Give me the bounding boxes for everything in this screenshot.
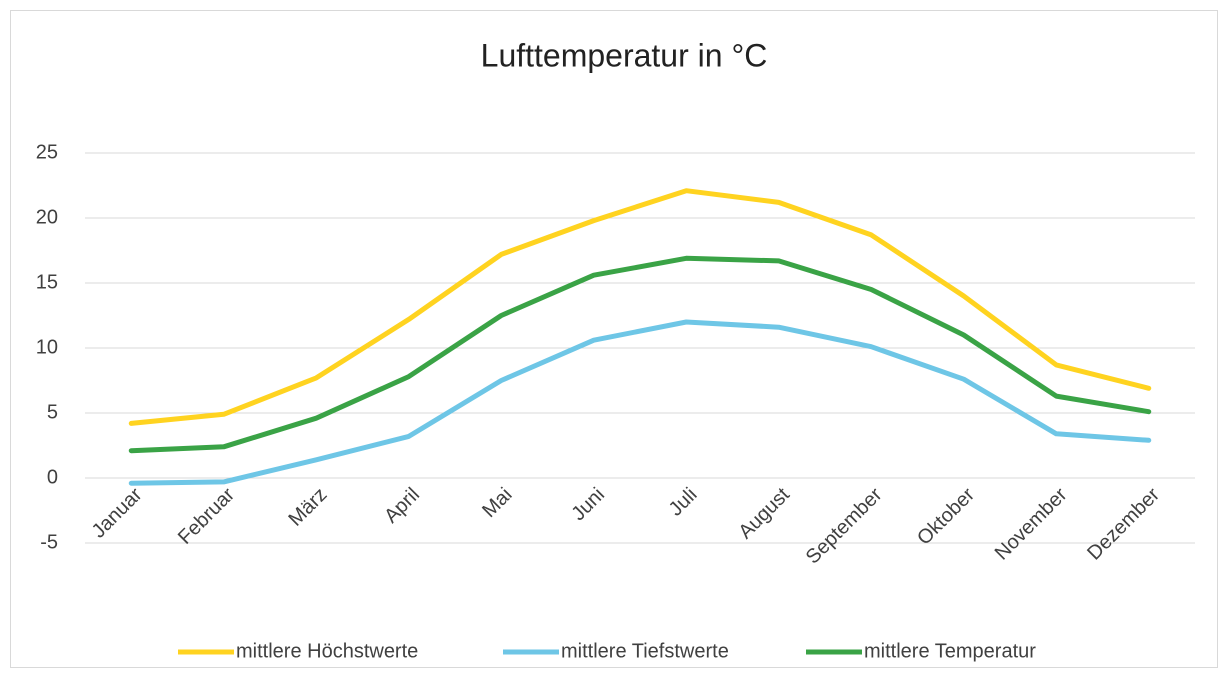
series-line <box>128 255 1152 454</box>
y-tick-label: 0 <box>47 466 58 488</box>
y-tick-label: 10 <box>36 336 58 358</box>
y-tick-label: 5 <box>47 401 58 423</box>
legend-label: mittlere Temperatur <box>864 640 1036 662</box>
y-tick-label: -5 <box>40 531 58 553</box>
series-line <box>128 188 1152 426</box>
y-tick-label: 25 <box>36 141 58 163</box>
series-line <box>128 319 1152 486</box>
legend-label: mittlere Tiefstwerte <box>561 640 729 662</box>
chart-title: Lufttemperatur in °C <box>481 37 768 73</box>
chart-border <box>10 10 1218 668</box>
y-tick-label: 20 <box>36 206 58 228</box>
legend-label: mittlere Höchstwerte <box>236 640 418 662</box>
y-tick-label: 15 <box>36 271 58 293</box>
